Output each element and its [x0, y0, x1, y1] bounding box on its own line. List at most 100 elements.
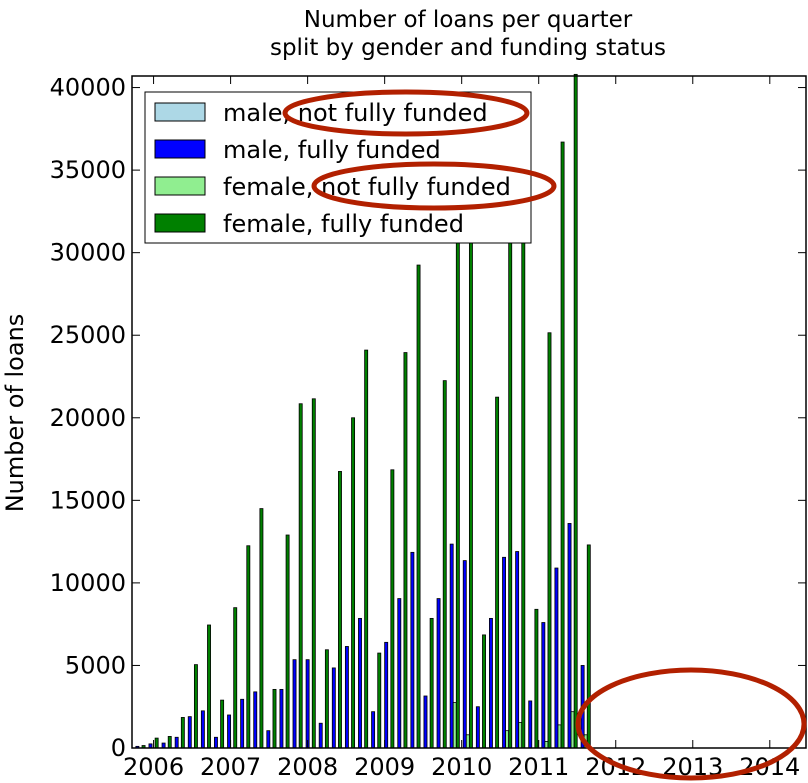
y-tick-label: 10000: [50, 569, 126, 597]
bar-male_fully_funded-2010Q3: [410, 551, 415, 749]
bar-male_fully_funded-2011Q1: [436, 598, 441, 749]
bar-female_fully_funded-2010Q1: [390, 469, 395, 749]
bar-male_fully_funded-2007Q4: [266, 730, 271, 749]
legend-swatch: [154, 139, 206, 159]
bar-female_fully_funded-2006Q3: [207, 624, 211, 749]
chart-title-line-1: Number of loans per quarter: [304, 7, 633, 33]
bar-male_fully_funded-2009Q3: [358, 617, 362, 749]
bar-female_fully_funded-2008Q1: [285, 534, 290, 749]
x-tick-label: 2009: [354, 753, 415, 781]
y-tick-label: 25000: [50, 321, 126, 349]
chart-title-line-2: split by gender and funding status: [270, 35, 666, 61]
bar-female_fully_funded-2012Q2: [508, 225, 513, 749]
bar-female_fully_funded-2012Q3: [521, 182, 526, 749]
legend-swatch: [154, 213, 206, 233]
bar-female_fully_funded-2012Q4: [534, 608, 539, 749]
bar-female_not_fully_funded-2012Q2: [505, 730, 510, 749]
bar-female_fully_funded-2011Q1: [442, 380, 447, 749]
bar-female_fully_funded-2006Q2: [193, 664, 198, 749]
bar-female_fully_funded-2007Q3: [259, 508, 264, 749]
y-tick-label: 15000: [50, 486, 126, 514]
bar-male_fully_funded-2006Q2: [187, 716, 192, 749]
legend-label: male, fully funded: [223, 136, 441, 164]
bar-male_fully_funded-2011Q3: [462, 560, 467, 749]
y-tick-label: 5000: [65, 651, 126, 679]
y-axis-label: Number of loans: [1, 314, 29, 513]
highlight-ellipse-female: [311, 161, 557, 211]
bar-male_fully_funded-2012Q3: [515, 551, 520, 749]
y-tick-label: 0: [111, 734, 126, 762]
bar-female_not_fully_funded-2012Q3: [518, 722, 523, 749]
bar-female_fully_funded-2007Q1: [233, 607, 238, 749]
bar-female_fully_funded-2007Q2: [246, 545, 251, 749]
bar-female_fully_funded-2012Q1: [495, 396, 500, 749]
bar-female_not_fully_funded-2013Q2: [557, 724, 562, 749]
bar-female_fully_funded-2008Q2: [298, 403, 303, 749]
bar-female_fully_funded-2009Q2: [351, 417, 356, 749]
x-tick-label: 2014: [739, 753, 800, 781]
legend-swatch: [154, 176, 206, 196]
bar-female_fully_funded-2006Q4: [220, 699, 225, 749]
bar-male_fully_funded-2010Q4: [423, 695, 428, 749]
bar-female_fully_funded-2005Q4: [167, 736, 172, 749]
bar-female_fully_funded-2011Q4: [482, 634, 486, 749]
legend-label: female, fully funded: [223, 210, 464, 238]
bar-female_fully_funded-2011Q3: [468, 239, 473, 749]
bar-female_fully_funded-2009Q1: [338, 471, 342, 749]
highlight-ellipse-recent-bars: [575, 667, 807, 781]
bar-male_fully_funded-2012Q4: [528, 700, 533, 749]
legend-label: male, not fully funded: [223, 99, 488, 127]
bar-female_fully_funded-2011Q2: [455, 233, 460, 749]
bar-male_fully_funded-2008Q1: [279, 688, 284, 749]
highlight-ellipse-male: [282, 89, 530, 137]
bar-female_fully_funded-2013Q2: [560, 141, 565, 749]
y-tick-label: 40000: [50, 74, 126, 102]
bar-male_fully_funded-2009Q2: [344, 646, 349, 749]
bar-male_fully_funded-2013Q2: [554, 567, 559, 749]
bar-female_not_fully_funded-2011Q2: [452, 702, 457, 749]
bar-female_fully_funded-2008Q4: [324, 649, 329, 749]
bar-male_fully_funded-2013Q3: [567, 523, 572, 749]
bar-male_fully_funded-2006Q3: [200, 710, 205, 749]
bar-female_not_fully_funded-2013Q3: [570, 711, 575, 749]
bar-female_fully_funded-2009Q3: [364, 349, 369, 749]
bar-male_fully_funded-2007Q3: [253, 691, 258, 749]
y-tick-label: 20000: [50, 404, 126, 432]
bar-female_fully_funded-2009Q4: [377, 652, 382, 749]
ticks-group: 0 5000 10000 15000 20000 25000 30000 35000 40000…: [50, 74, 806, 781]
bar-female_not_fully_funded-2011Q3: [465, 734, 470, 749]
bar-female_fully_funded-2010Q4: [429, 617, 434, 749]
plot-frame: [131, 75, 807, 749]
x-tick-label: 2007: [200, 753, 261, 781]
bar-female_fully_funded-2010Q2: [403, 352, 408, 749]
bar-male_fully_funded-2010Q1: [384, 641, 389, 749]
legend-label: female, not fully funded: [223, 173, 511, 201]
bar-female_fully_funded-2006Q1: [180, 717, 185, 749]
bar-male_fully_funded-2008Q4: [318, 722, 323, 749]
bar-female_fully_funded-2005Q3: [154, 737, 159, 749]
bar-female_fully_funded-2013Q3: [573, 73, 578, 749]
bar-male_fully_funded-2008Q2: [292, 659, 297, 749]
x-tick-label: 2011: [508, 753, 569, 781]
x-tick-label: 2006: [123, 753, 184, 781]
bar-female_fully_funded-2010Q3: [416, 264, 421, 749]
x-tick-label: 2010: [431, 753, 492, 781]
y-tick-label: 35000: [50, 156, 126, 184]
bar-male_fully_funded-2007Q2: [240, 698, 245, 749]
bar-female_fully_funded-2007Q4: [272, 688, 277, 749]
x-tick-label: 2008: [277, 753, 338, 781]
bar-male_fully_funded-2010Q2: [397, 598, 402, 749]
bar-male_fully_funded-2008Q3: [305, 659, 310, 749]
bar-male_fully_funded-2011Q2: [449, 543, 454, 749]
legend: male, not fully funded male, fully funded…: [144, 91, 532, 244]
bar-male_fully_funded-2012Q1: [489, 617, 493, 749]
bar-female_fully_funded-2013Q1: [547, 332, 552, 749]
y-tick-label: 30000: [50, 239, 126, 267]
bar-male_fully_funded-2013Q1: [541, 622, 546, 749]
legend-swatch: [154, 102, 206, 122]
annotations-group: [282, 89, 807, 781]
bar-female_fully_funded-2013Q4: [586, 544, 591, 749]
legend-box: [144, 91, 532, 244]
